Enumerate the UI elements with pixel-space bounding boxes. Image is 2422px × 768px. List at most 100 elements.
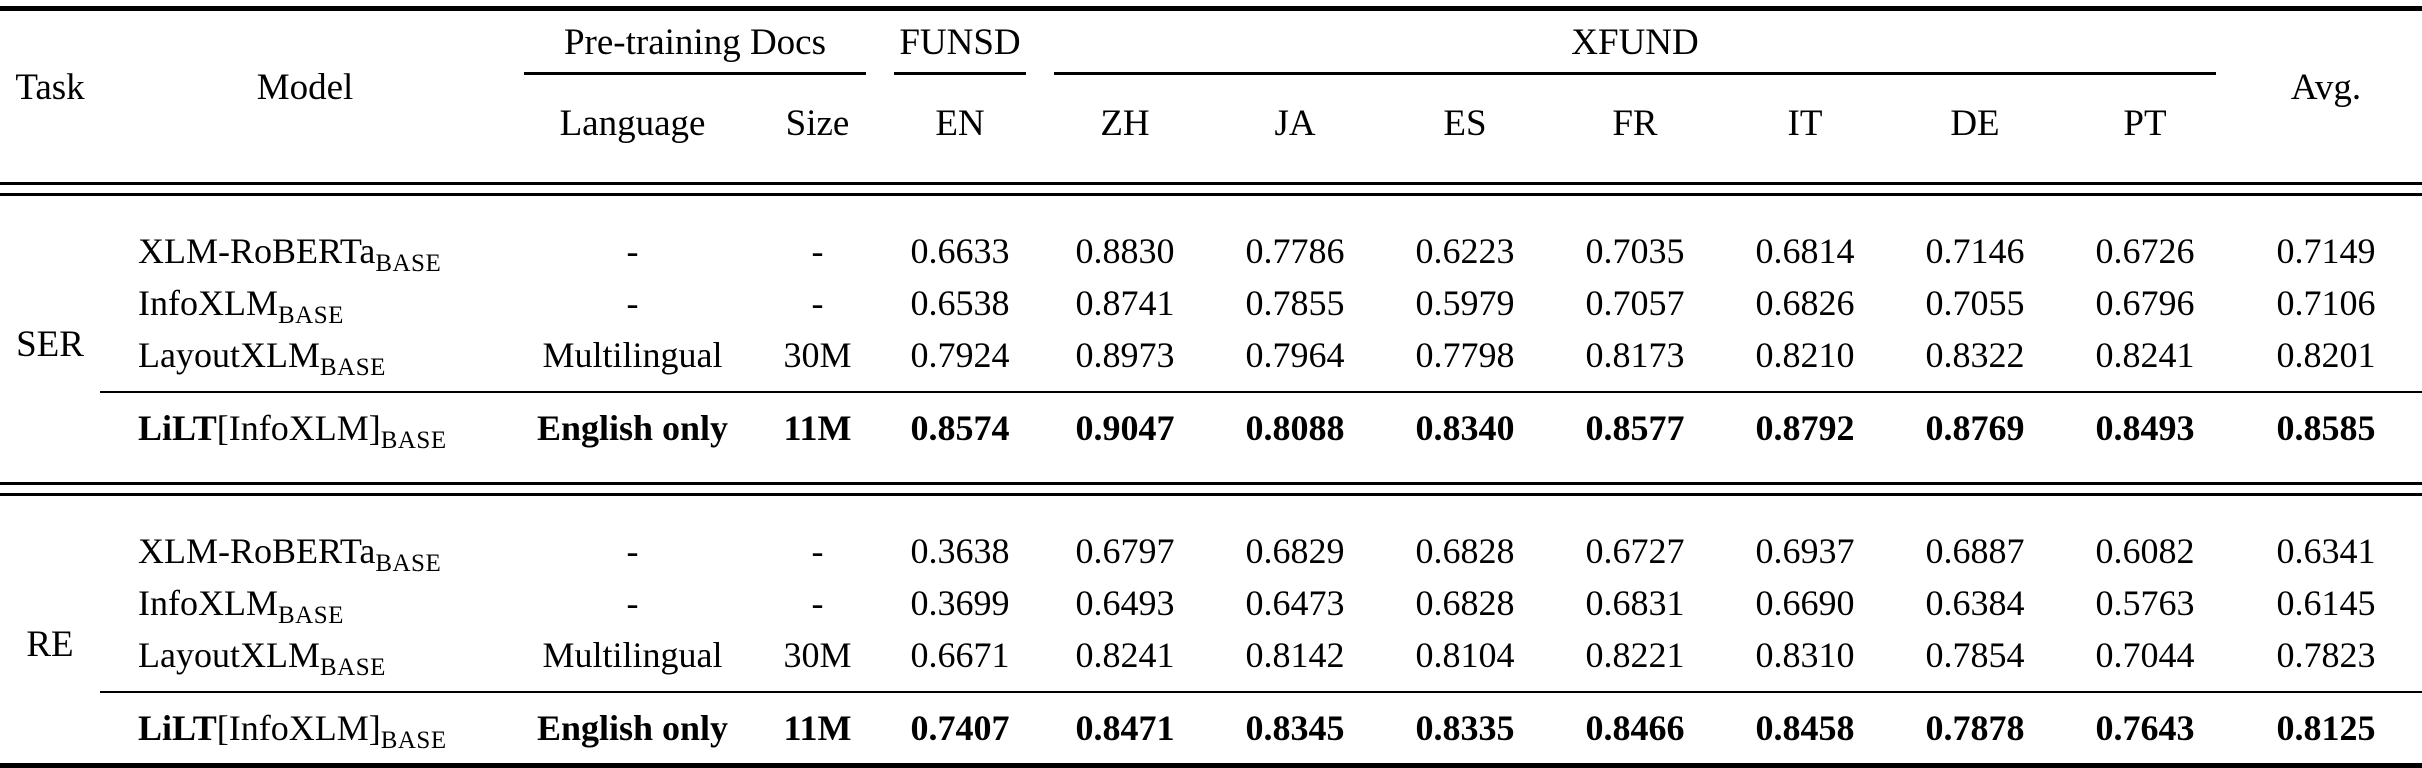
model-subscript: BASE xyxy=(277,302,344,330)
column-group-funsd: FUNSD xyxy=(880,9,1040,94)
header-row-columns: Language Size EN ZH JA ES FR IT DE PT xyxy=(0,93,2422,163)
score-cell: 0.6145 xyxy=(2276,583,2376,623)
task-label: SER xyxy=(16,323,84,365)
score-cell: 0.6633 xyxy=(910,231,1010,271)
model-name-part: InfoXLM xyxy=(138,283,278,323)
score-cell: 0.5763 xyxy=(2095,583,2195,623)
pretraining-docs-underline xyxy=(524,72,866,75)
column-header-it: IT xyxy=(1787,102,1823,144)
model-name: InfoXLMBASE xyxy=(100,577,510,629)
result-row: LayoutXLMBASE Multilingual 30M 0.7924 0.8973… xyxy=(0,329,2422,392)
pretrain-size-cell: 11M xyxy=(755,691,880,766)
score-cell: 0.3699 xyxy=(910,583,1010,623)
table-header: Task Model Pre-training Docs FUNSD XFUND xyxy=(0,9,2422,164)
pretrain-size-cell: 30M xyxy=(783,335,852,375)
score-cell: 0.6727 xyxy=(1585,531,1685,571)
score-cell: 0.6831 xyxy=(1585,583,1685,623)
score-cell: 0.7964 xyxy=(1245,335,1345,375)
pretrain-language-cell: English only xyxy=(510,391,755,463)
score-cell: 0.6671 xyxy=(910,635,1010,675)
score-cell: 0.8221 xyxy=(1585,635,1685,675)
model-name: LiLT[InfoXLM]BASE xyxy=(100,691,510,766)
score-cell: 0.7786 xyxy=(1245,231,1345,271)
result-row-highlight: LiLT[InfoXLM]BASE English only 11M 0.7407 0.… xyxy=(0,691,2422,766)
model-name: LayoutXLMBASE xyxy=(100,629,510,692)
result-row: InfoXLMBASE - - 0.6538 0.8741 0.7855 0.5979 0.7… xyxy=(0,277,2422,329)
model-subscript: BASE xyxy=(319,354,386,382)
model-subscript: BASE xyxy=(319,654,386,682)
score-cell: 0.8210 xyxy=(1755,335,1855,375)
score-cell: 0.7057 xyxy=(1585,283,1685,323)
pretrain-size-cell: 11M xyxy=(755,391,880,463)
model-name: InfoXLMBASE xyxy=(100,277,510,329)
score-cell: 0.8574 xyxy=(880,391,1040,463)
score-cell: 0.6828 xyxy=(1415,531,1515,571)
score-cell: 0.6493 xyxy=(1075,583,1175,623)
model-name-part: [InfoXLM] xyxy=(216,708,381,748)
score-cell: 0.6829 xyxy=(1245,531,1345,571)
column-header-fr: FR xyxy=(1612,102,1658,144)
column-header-language: Language xyxy=(559,102,706,144)
pretrain-language-cell: - xyxy=(626,283,639,323)
result-row: LayoutXLMBASE Multilingual 30M 0.6671 0.8241… xyxy=(0,629,2422,692)
section-re: RE XLM-RoBERTaBASE - -0.3638 0.6797 0.6829 0.6… xyxy=(0,463,2422,766)
column-header-es: ES xyxy=(1443,102,1487,144)
model-name-part: XLM-RoBERTa xyxy=(138,531,376,571)
model-name: LiLT[InfoXLM]BASE xyxy=(100,391,510,463)
pretrain-language-cell: Multilingual xyxy=(542,335,723,375)
score-cell: 0.7146 xyxy=(1925,231,2025,271)
score-cell: 0.6082 xyxy=(2095,531,2195,571)
score-cell: 0.6826 xyxy=(1755,283,1855,323)
model-name-part: LayoutXLM xyxy=(138,335,320,375)
score-cell: 0.8471 xyxy=(1040,691,1210,766)
column-header-zh: ZH xyxy=(1100,102,1150,144)
score-cell: 0.8769 xyxy=(1890,391,2060,463)
score-cell: 0.7407 xyxy=(880,691,1040,766)
score-cell: 0.8493 xyxy=(2060,391,2231,463)
pretrain-size-cell: 30M xyxy=(783,635,852,675)
score-cell: 0.9047 xyxy=(1040,391,1210,463)
model-name-bold-part: LiLT xyxy=(138,708,217,748)
double-rule-line xyxy=(0,463,2422,515)
score-cell: 0.8173 xyxy=(1585,335,1685,375)
score-cell: 0.8741 xyxy=(1075,283,1175,323)
pretrain-size-cell: - xyxy=(811,583,824,623)
model-subscript: BASE xyxy=(380,427,447,455)
column-group-xfund: XFUND xyxy=(1040,9,2230,94)
pretrain-size-cell: - xyxy=(811,231,824,271)
funsd-label: FUNSD xyxy=(899,22,1021,63)
column-header-en: EN xyxy=(935,102,985,144)
score-cell: 0.6887 xyxy=(1925,531,2025,571)
score-cell: 0.6690 xyxy=(1755,583,1855,623)
score-cell: 0.7035 xyxy=(1585,231,1685,271)
pretrain-language-cell: - xyxy=(626,231,639,271)
score-cell: 0.6538 xyxy=(910,283,1010,323)
result-row: SER XLM-RoBERTaBASE - -0.6633 0.8830 0.7786 0.… xyxy=(0,215,2422,365)
xfund-label: XFUND xyxy=(1571,22,1699,63)
score-cell: 0.8241 xyxy=(2095,335,2195,375)
section-ser: SER XLM-RoBERTaBASE - -0.6633 0.8830 0.7786 0.… xyxy=(0,163,2422,463)
score-cell: 0.8466 xyxy=(1550,691,1720,766)
pretrain-size-cell: - xyxy=(811,283,824,323)
pretrain-language-cell: - xyxy=(626,531,639,571)
double-rule-line xyxy=(0,163,2422,215)
model-name: XLM-RoBERTaBASE xyxy=(100,515,510,577)
score-cell: 0.7924 xyxy=(910,335,1010,375)
score-cell: 0.6797 xyxy=(1075,531,1175,571)
score-cell: 0.8142 xyxy=(1245,635,1345,675)
model-name: XLM-RoBERTaBASE xyxy=(100,215,510,277)
score-cell: 0.7106 xyxy=(2276,283,2376,323)
result-row: RE XLM-RoBERTaBASE - -0.3638 0.6797 0.6829 0.6… xyxy=(0,515,2422,665)
score-cell: 0.8201 xyxy=(2276,335,2376,375)
model-name-part: XLM-RoBERTa xyxy=(138,231,376,271)
funsd-underline xyxy=(894,72,1026,75)
score-cell: 0.8973 xyxy=(1075,335,1175,375)
score-cell: 0.6341 xyxy=(2276,531,2376,571)
score-cell: 0.6223 xyxy=(1415,231,1515,271)
score-cell: 0.3638 xyxy=(910,531,1010,571)
result-row: InfoXLMBASE - - 0.3699 0.6493 0.6473 0.6828 0.6… xyxy=(0,577,2422,629)
score-cell: 0.6726 xyxy=(2095,231,2195,271)
column-header-de: DE xyxy=(1950,102,2000,144)
score-cell: 0.7643 xyxy=(2060,691,2231,766)
score-cell: 0.7823 xyxy=(2276,635,2376,675)
